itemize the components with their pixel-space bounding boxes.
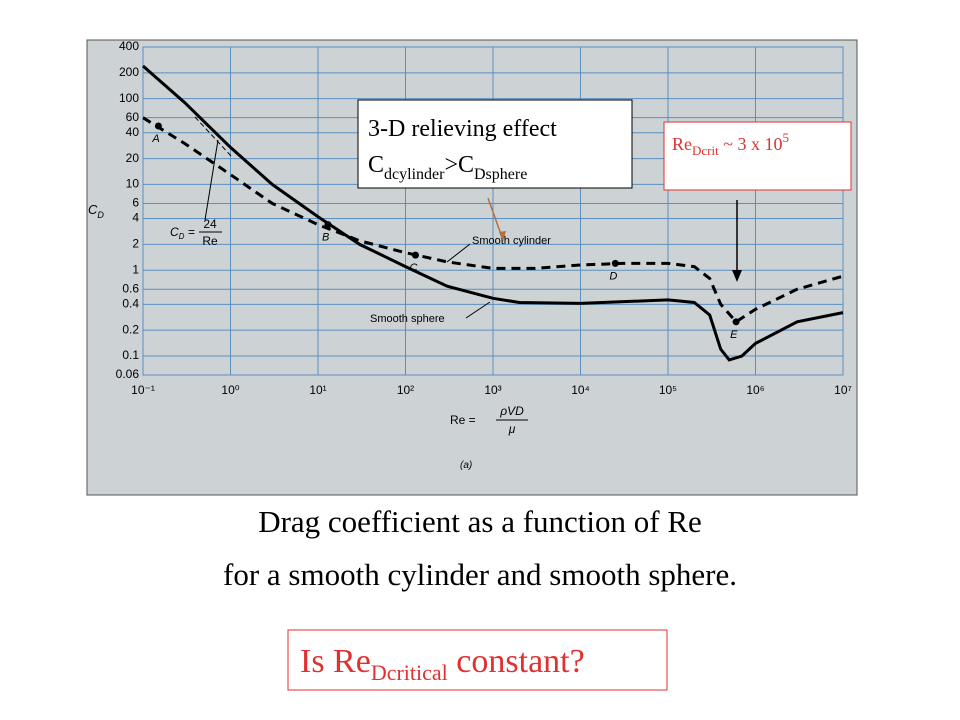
y-tick-label: 100: [119, 91, 139, 105]
x-tick-label: 10⁵: [659, 383, 677, 397]
y-tick-label: 20: [126, 151, 140, 165]
y-axis-label: CD: [88, 202, 104, 220]
x-axis-label: Re = ρVD μ (a): [450, 404, 528, 471]
x-label-den: μ: [508, 422, 516, 436]
text-sub: Dcrit: [692, 143, 719, 158]
relief-line1: 3-D relieving effect: [368, 116, 557, 142]
y-tick-label: 0.1: [122, 348, 139, 362]
y-tick-label: 400: [119, 39, 139, 53]
point-label: E: [730, 329, 738, 341]
text-part: Is Re: [300, 643, 371, 680]
x-tick-label: 10⁰: [221, 383, 239, 397]
text-sub: dcylinder: [384, 166, 445, 183]
x-tick-label: 10⁶: [746, 383, 764, 397]
x-tick-label: 10¹: [309, 383, 326, 397]
formula-num: 24: [203, 217, 217, 231]
y-tick-label: 0.6: [122, 281, 139, 295]
question: Is ReDcritical constant?: [300, 643, 585, 685]
y-tick-label: 1: [132, 262, 139, 276]
formula-main: C: [170, 225, 179, 239]
y-tick-label: 200: [119, 65, 139, 79]
text-part: >C: [444, 152, 474, 178]
crit-box: [663, 121, 852, 191]
formula-den: Re: [202, 234, 218, 248]
relief-line2: Cdcylinder>CDsphere: [368, 152, 527, 183]
caption-line: Drag coefficient as a function of Re: [258, 504, 702, 539]
text-sub: Dcritical: [371, 660, 448, 685]
stokes-line: [194, 116, 233, 158]
x-label-num: ρVD: [499, 404, 524, 418]
question-box: [287, 629, 668, 691]
formula-lhs: CD: [170, 225, 185, 241]
y-tick-label: 60: [126, 110, 140, 124]
arrow-head: [732, 270, 742, 282]
text-part: ~ 3 x 10: [719, 134, 783, 154]
text-part: Re: [672, 134, 692, 154]
y-label-sub: D: [97, 210, 104, 220]
y-label-main: C: [88, 202, 98, 217]
caption-line: for a smooth cylinder and smooth sphere.: [223, 557, 737, 592]
formula-eq: =: [188, 225, 195, 239]
y-tick-label: 40: [126, 125, 140, 139]
y-tick-label: 10: [126, 177, 140, 191]
formula-sub: D: [179, 232, 185, 241]
text-part: constant?: [448, 643, 585, 680]
x-tick-label: 10⁷: [834, 383, 852, 397]
x-tick-label: 10⁴: [571, 383, 590, 397]
panel-label: (a): [460, 460, 472, 471]
point-label: D: [609, 270, 617, 282]
text-part: C: [368, 152, 384, 178]
point-marker: [411, 251, 419, 259]
point-marker: [324, 221, 332, 229]
series-label: Smooth sphere: [370, 313, 445, 325]
text-sub: Dsphere: [474, 166, 527, 183]
x-tick-label: 10²: [397, 383, 414, 397]
y-tick-label: 0.06: [116, 367, 140, 381]
x-tick-label: 10³: [484, 383, 501, 397]
point-marker: [732, 318, 740, 326]
y-tick-label: 0.2: [122, 322, 139, 336]
y-tick-label: 4: [132, 211, 139, 225]
series-pointer: [465, 301, 491, 319]
arrow-head: [499, 231, 506, 242]
series-pointer: [446, 243, 471, 263]
x-tick-label: 10⁻¹: [131, 383, 155, 397]
relief-box: [357, 99, 633, 189]
y-tick-label: 2: [132, 237, 139, 251]
series-line: [142, 64, 844, 362]
point-label: B: [322, 232, 329, 244]
series-label: Smooth cylinder: [472, 235, 551, 247]
series-line: [142, 116, 844, 324]
y-tick-label: 6: [132, 196, 139, 210]
formula-pointer: [204, 139, 219, 221]
point-marker: [154, 122, 162, 130]
formula: CD = 24 Re: [170, 116, 233, 248]
x-label-lhs: Re =: [450, 413, 476, 427]
crit-text: ReDcrit ~ 3 x 105: [672, 130, 789, 158]
point-label: A: [151, 133, 159, 145]
y-tick-label: 0.4: [122, 297, 139, 311]
point-marker: [611, 259, 619, 267]
text-sup: 5: [782, 130, 789, 145]
point-label: C: [409, 262, 417, 274]
